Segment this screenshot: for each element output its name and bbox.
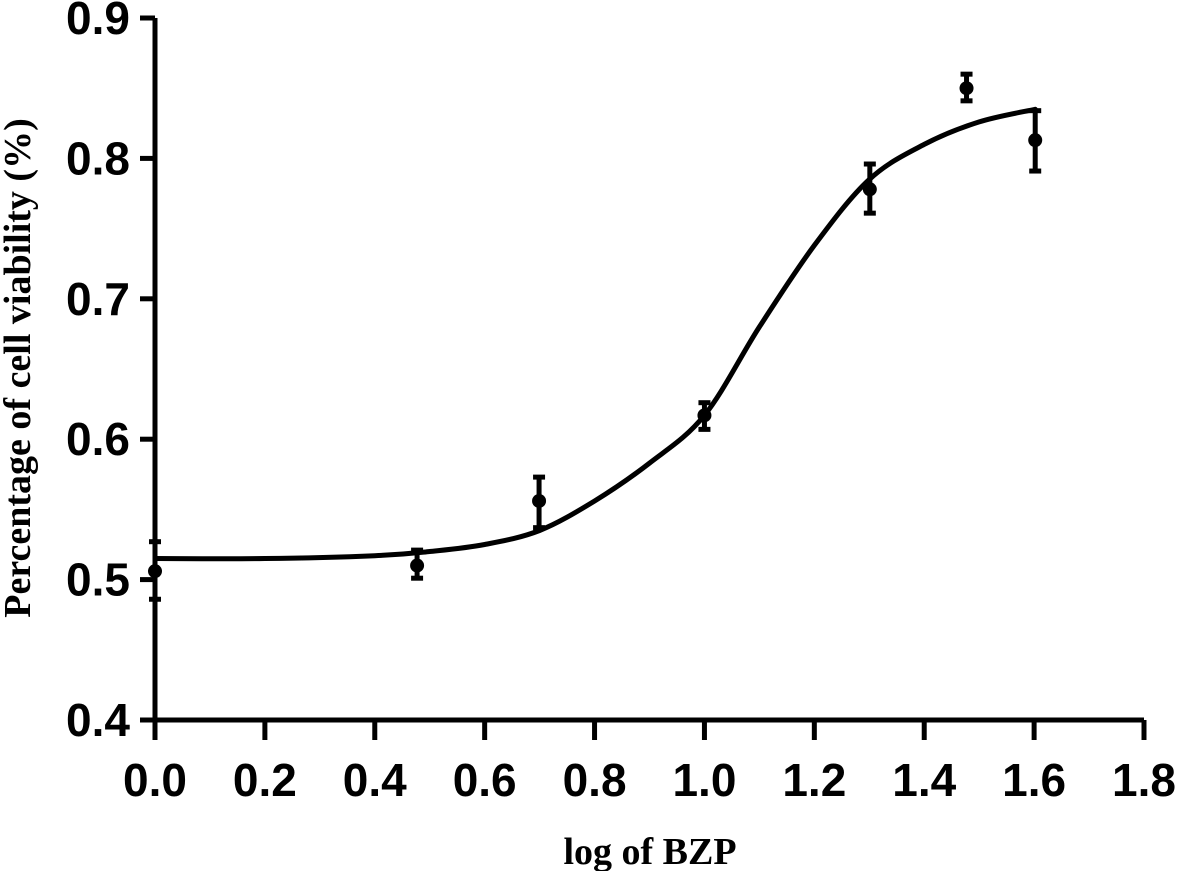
y-tick-label: 0.8 (66, 132, 130, 184)
data-point (532, 493, 547, 508)
y-tick-label: 0.9 (66, 0, 130, 44)
y-tick-label: 0.6 (66, 413, 130, 465)
fit-curve-group (152, 106, 1038, 562)
y-axis-label: Percentage of cell viability (%) (0, 118, 39, 617)
fit-curve (152, 106, 1038, 562)
x-tick-label: 0.4 (343, 754, 407, 806)
x-axis-label: log of BZP (563, 831, 736, 871)
data-point (959, 81, 974, 96)
data-point (148, 564, 162, 579)
x-tick-label: 0.8 (563, 754, 627, 806)
y-tick-label: 0.4 (66, 694, 130, 746)
x-tick-label: 1.2 (782, 754, 846, 806)
x-tick-label: 0.0 (123, 754, 187, 806)
x-tick-label: 0.6 (453, 754, 517, 806)
data-point (862, 182, 877, 197)
x-tick-label: 0.2 (233, 754, 297, 806)
data-point (410, 558, 425, 573)
x-tick-label: 1.0 (672, 754, 736, 806)
y-tick-label: 0.5 (66, 554, 130, 606)
x-axis-ticks: 0.0 0.2 0.4 0.6 0.8 1.0 1.2 1.4 1.6 1.8 (123, 720, 1176, 806)
x-tick-label: 1.6 (1002, 754, 1066, 806)
data-point (1028, 133, 1043, 148)
x-tick-label: 1.8 (1112, 754, 1176, 806)
y-tick-label: 0.7 (66, 273, 130, 325)
x-tick-label: 1.4 (892, 754, 956, 806)
data-point (697, 408, 712, 423)
data-points-group (148, 71, 1043, 602)
y-axis-ticks: 0.4 0.5 0.6 0.7 0.8 0.9 (66, 0, 155, 746)
